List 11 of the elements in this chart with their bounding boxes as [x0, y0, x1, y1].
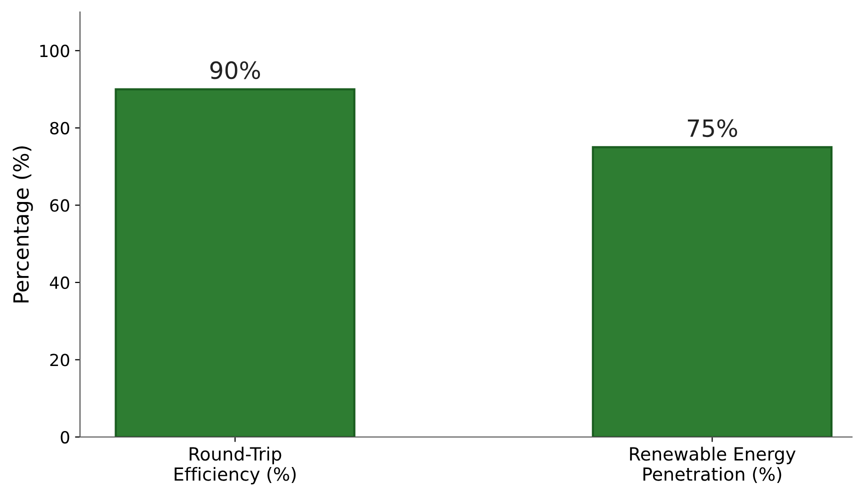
y-tick-label: 60: [50, 199, 70, 212]
data-label: 90%: [210, 61, 260, 80]
y-tick-label: 0: [60, 430, 70, 444]
y-tick-label: 100: [40, 44, 70, 58]
data-label: 75%: [688, 119, 738, 138]
y-tick-label: 40: [50, 276, 70, 290]
y-axis-title: Percentage (%): [12, 146, 33, 302]
x-tick-label: Renewable Energy Penetration (%): [630, 446, 796, 484]
x-tick-label: Round-Trip Efficiency (%): [174, 446, 296, 484]
y-tick-label: 20: [50, 354, 70, 366]
y-tick-label: 80: [50, 122, 70, 134]
